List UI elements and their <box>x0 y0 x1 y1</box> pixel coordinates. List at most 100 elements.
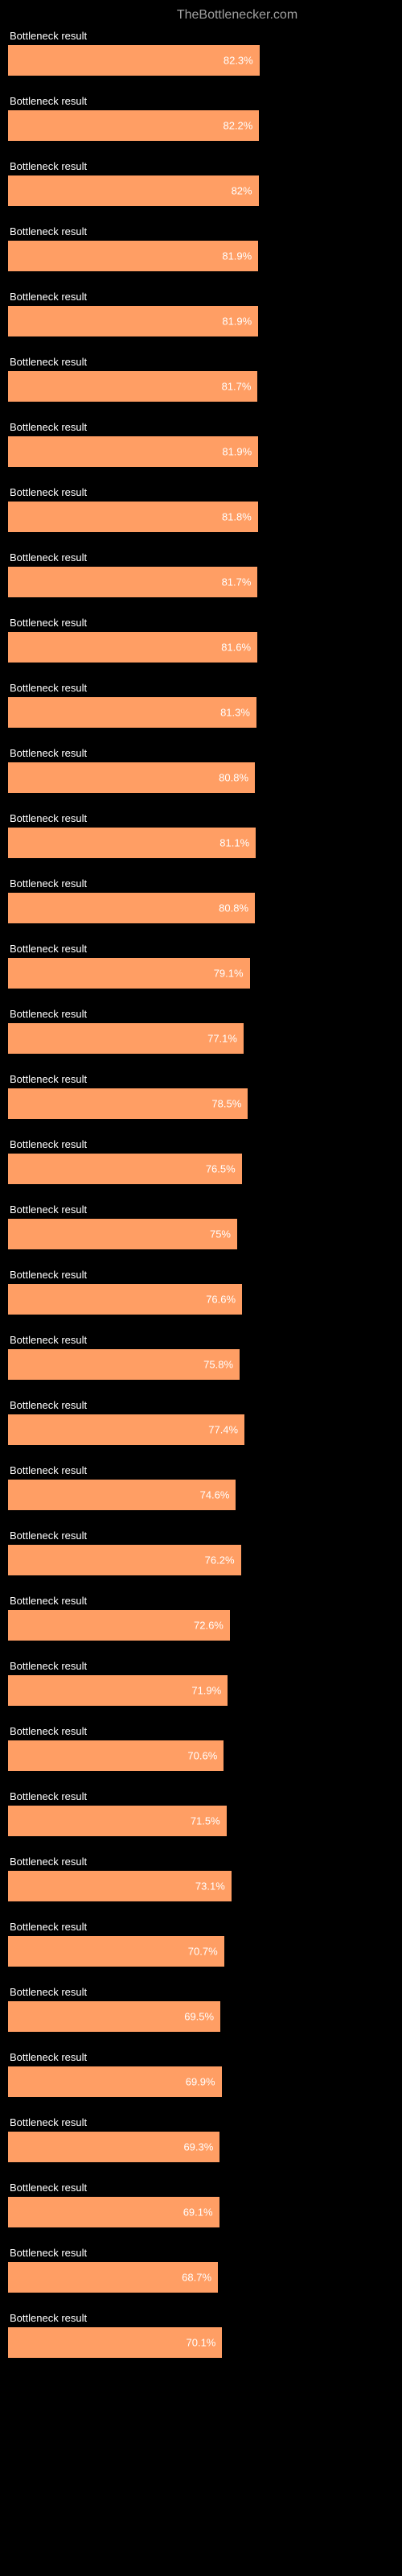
bar-fill: 77.4% <box>8 1414 244 1445</box>
bar-fill: 81.9% <box>8 241 258 271</box>
row-label: Bottleneck result <box>8 2048 394 2066</box>
bar-track: 75.8% <box>8 1349 314 1380</box>
chart-row: Bottleneck result80.8% <box>8 874 394 923</box>
row-label: Bottleneck result <box>8 2309 394 2327</box>
bar-value: 68.7% <box>182 2272 211 2284</box>
bar-track: 70.7% <box>8 1936 314 1967</box>
bar-fill: 70.7% <box>8 1936 224 1967</box>
bar-value: 71.9% <box>191 1685 221 1697</box>
bar-value: 76.5% <box>206 1163 236 1175</box>
chart-row: Bottleneck result71.9% <box>8 1657 394 1706</box>
chart-row: Bottleneck result 72.6% <box>8 1591 394 1641</box>
row-label: Bottleneck result <box>8 1135 394 1154</box>
bar-track: 82% <box>8 175 314 206</box>
row-label: Bottleneck result <box>8 2113 394 2132</box>
row-label: Bottleneck result <box>8 613 394 632</box>
chart-row: Bottleneck result81.6% <box>8 613 394 663</box>
site-header: TheBottlenecker.com <box>0 0 402 27</box>
bar-track: 76.5% <box>8 1154 314 1184</box>
bar-value: 69.3% <box>183 2141 213 2153</box>
chart-row: Bottleneck result 78.5% <box>8 1070 394 1119</box>
bar-fill: 81.3% <box>8 697 256 728</box>
row-label: Bottleneck result <box>8 939 394 958</box>
bar-fill: 81.8% <box>8 502 258 532</box>
row-label: Bottleneck result <box>8 1461 394 1480</box>
bar-fill: 69.1% <box>8 2197 219 2227</box>
bar-value: 72.6% <box>194 1620 224 1632</box>
row-label: Bottleneck result <box>8 353 394 371</box>
bar-fill: 76.5% <box>8 1154 242 1184</box>
chart-row: Bottleneck result81.3% <box>8 679 394 728</box>
chart-row: Bottleneck result71.5% <box>8 1787 394 1836</box>
chart-row: Bottleneck result69.1% <box>8 2178 394 2227</box>
row-label: Bottleneck result <box>8 1070 394 1088</box>
bar-fill: 81.7% <box>8 567 257 597</box>
bar-value: 70.6% <box>187 1750 217 1762</box>
row-label: Bottleneck result <box>8 418 394 436</box>
bar-track: 76.2% <box>8 1545 314 1575</box>
bar-track: 71.9% <box>8 1675 314 1706</box>
bar-fill: 69.9% <box>8 2066 222 2097</box>
row-label: Bottleneck result <box>8 1200 394 1219</box>
bar-fill: 75% <box>8 1219 237 1249</box>
bar-fill: 75.8% <box>8 1349 240 1380</box>
bar-value: 81.8% <box>222 511 252 523</box>
chart-row: Bottleneck result81.9% <box>8 287 394 336</box>
chart-row: Bottleneck result 82% <box>8 157 394 206</box>
bar-track: 74.6% <box>8 1480 314 1510</box>
bar-track: 81.8% <box>8 502 314 532</box>
bar-fill: 70.6% <box>8 1740 224 1771</box>
chart-row: Bottleneck result81.9% <box>8 222 394 271</box>
row-label: Bottleneck result <box>8 287 394 306</box>
bar-fill: 76.6% <box>8 1284 242 1315</box>
chart-row: Bottleneck result74.6% <box>8 1461 394 1510</box>
bar-value: 73.1% <box>195 1880 225 1893</box>
bar-track: 77.1% <box>8 1023 314 1054</box>
bar-fill: 70.1% <box>8 2327 222 2358</box>
chart-row: Bottleneck result70.7% <box>8 1918 394 1967</box>
bar-track: 71.5% <box>8 1806 314 1836</box>
row-label: Bottleneck result <box>8 1918 394 1936</box>
bar-track: 68.7% <box>8 2262 314 2293</box>
bar-fill: 82.2% <box>8 110 259 141</box>
row-label: Bottleneck result <box>8 809 394 828</box>
row-label: Bottleneck result <box>8 874 394 893</box>
bar-fill: 82% <box>8 175 259 206</box>
bar-track: 81.9% <box>8 241 314 271</box>
bar-track: 82.2% <box>8 110 314 141</box>
chart-row: Bottleneck result81.9% <box>8 418 394 467</box>
bar-fill: 82.3% <box>8 45 260 76</box>
chart-row: Bottleneck result77.4% <box>8 1396 394 1445</box>
bar-fill: 80.8% <box>8 893 255 923</box>
chart-row: Bottleneck result69.9% <box>8 2048 394 2097</box>
bar-value: 76.2% <box>205 1554 235 1567</box>
chart-row: Bottleneck result69.5% <box>8 1983 394 2032</box>
chart-row: Bottleneck result70.1% <box>8 2309 394 2358</box>
row-label: Bottleneck result <box>8 1591 394 1610</box>
bar-fill: 81.7% <box>8 371 257 402</box>
bar-fill: 71.5% <box>8 1806 227 1836</box>
bar-fill: 73.1% <box>8 1871 232 1901</box>
chart-row: Bottleneck result 76.6% <box>8 1265 394 1315</box>
bar-track: 77.4% <box>8 1414 314 1445</box>
bar-fill: 76.2% <box>8 1545 241 1575</box>
row-label: Bottleneck result <box>8 1265 394 1284</box>
chart-row: Bottleneck result80.8% <box>8 744 394 793</box>
chart-row: Bottleneck result76.2% <box>8 1526 394 1575</box>
bar-value: 76.6% <box>206 1294 236 1306</box>
bar-track: 81.9% <box>8 436 314 467</box>
chart-row: Bottleneck result81.8% <box>8 483 394 532</box>
bar-track: 70.6% <box>8 1740 314 1771</box>
bar-value: 82% <box>232 185 252 197</box>
bar-value: 80.8% <box>219 772 248 784</box>
bar-track: 73.1% <box>8 1871 314 1901</box>
chart-row: Bottleneck result75.8% <box>8 1331 394 1380</box>
bar-value: 79.1% <box>214 968 244 980</box>
bar-value: 71.5% <box>191 1815 220 1827</box>
bar-fill: 72.6% <box>8 1610 230 1641</box>
chart-row: Bottleneck result81.1% <box>8 809 394 858</box>
row-label: Bottleneck result <box>8 157 394 175</box>
chart-row: Bottleneck result 76.5% <box>8 1135 394 1184</box>
bar-track: 81.3% <box>8 697 314 728</box>
bar-value: 78.5% <box>211 1098 241 1110</box>
